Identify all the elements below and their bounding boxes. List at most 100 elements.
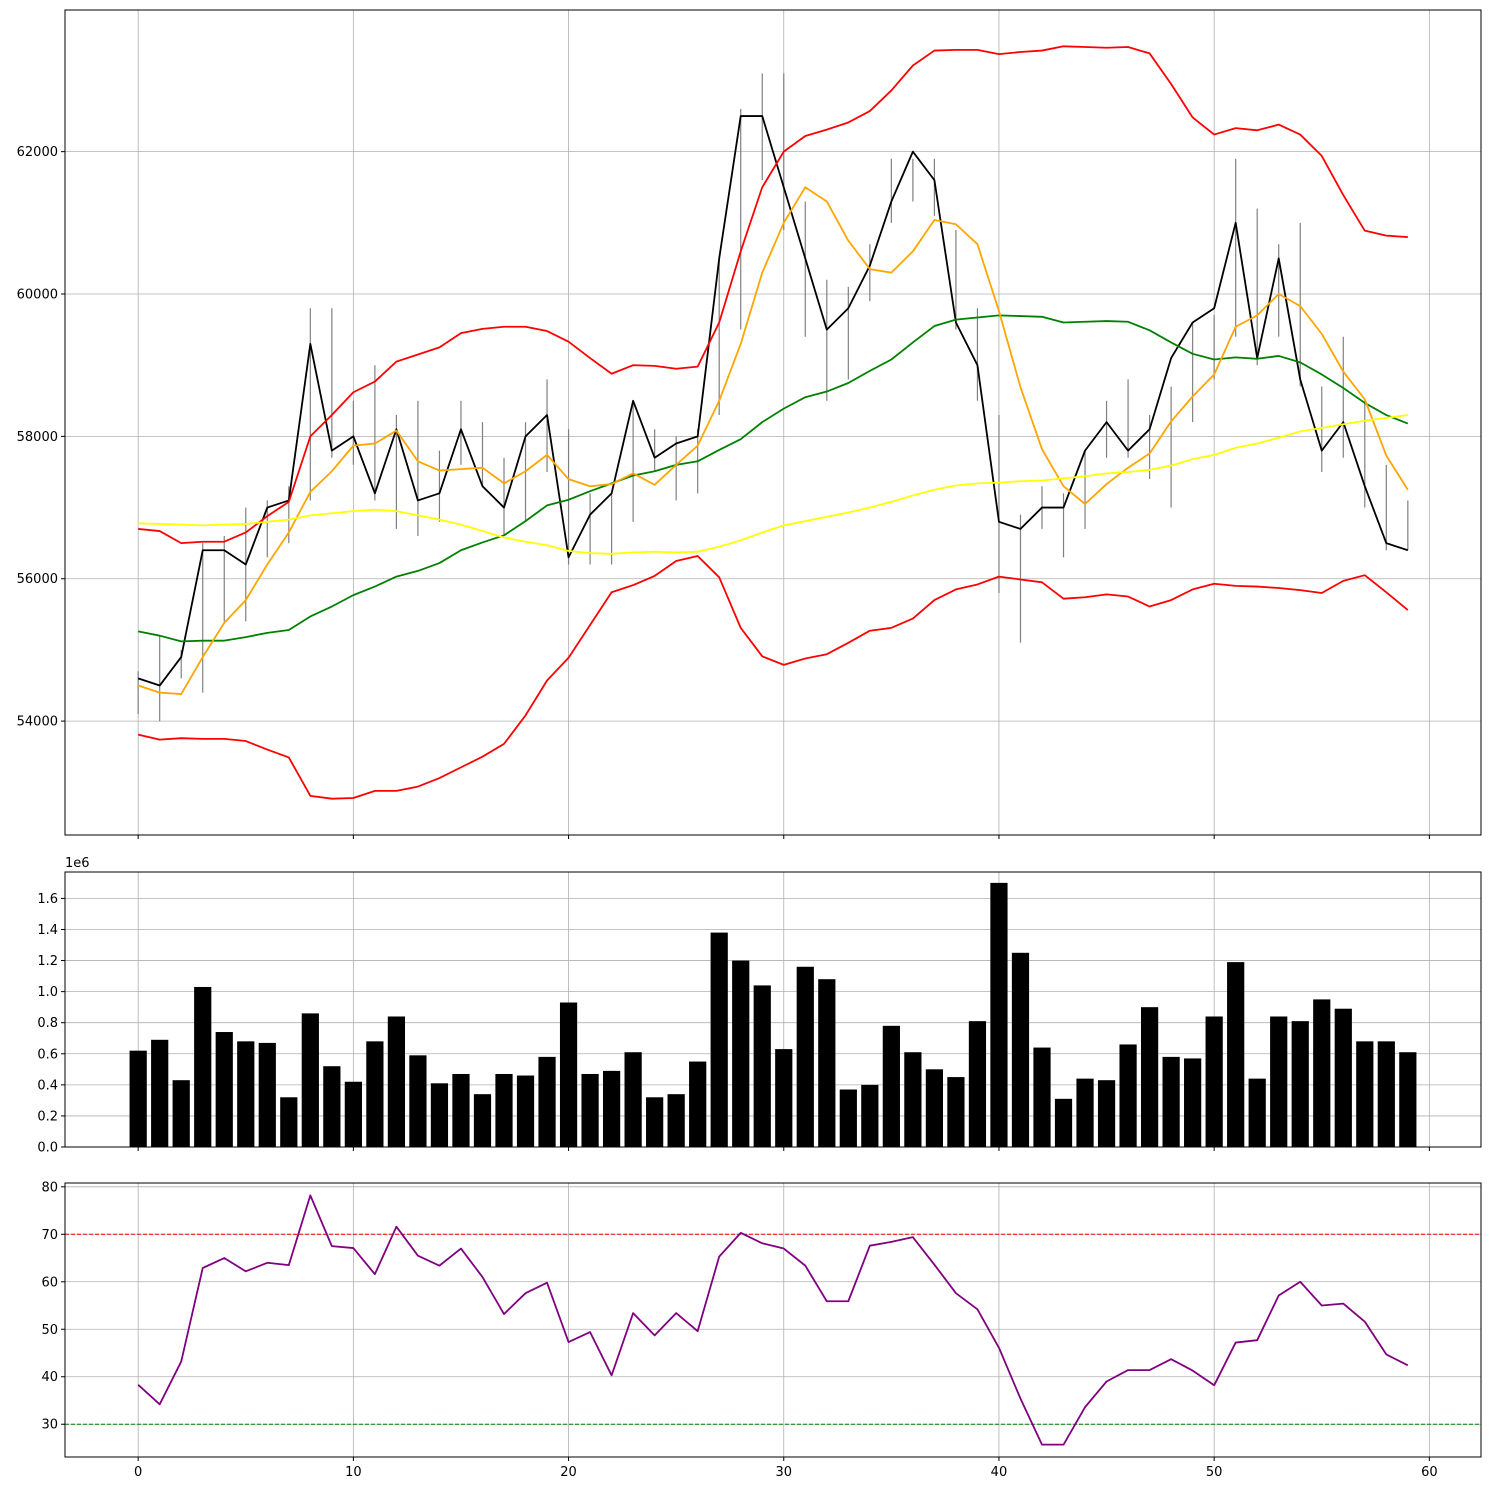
volume-bar [861, 1084, 879, 1147]
volume-bar [904, 1052, 922, 1147]
series-line-close [137, 115, 1409, 687]
axes-frame [64, 9, 1482, 836]
volume-bar [839, 1089, 857, 1147]
volume-bar [818, 979, 836, 1147]
axes-frame [64, 1182, 1482, 1458]
volume-bar [430, 1083, 449, 1147]
y-tick-label: 60 [41, 1275, 58, 1290]
volume-bar [775, 1049, 793, 1147]
volume-bar [1227, 962, 1245, 1147]
volume-scale-label: 1e6 [65, 856, 90, 871]
volume-bar [624, 1052, 642, 1147]
y-tick-label: 70 [41, 1228, 58, 1243]
volume-bar [151, 1039, 169, 1147]
volume-bar [1399, 1052, 1417, 1147]
y-tick-label: 58000 [17, 430, 58, 445]
volume-bar [409, 1055, 427, 1147]
volume-bar [559, 1002, 578, 1147]
volume-bar [602, 1070, 621, 1147]
volume-bar [947, 1077, 965, 1147]
volume-bar [538, 1056, 556, 1147]
volume-bar [215, 1032, 233, 1147]
y-tick-label: 54000 [17, 715, 58, 730]
y-tick-label: 0.2 [37, 1109, 58, 1124]
volume-bar [1356, 1041, 1374, 1147]
axes-frame [64, 871, 1482, 1148]
plot-area [137, 45, 1409, 800]
y-tick-label: 1.0 [37, 985, 58, 1000]
volume-bar [1313, 999, 1331, 1147]
plot-area [129, 882, 1417, 1147]
volume-bar [473, 1094, 492, 1147]
volume-bar [280, 1097, 298, 1147]
y-tick-label: 60000 [17, 288, 58, 303]
volume-bar [129, 1050, 147, 1147]
volume-bar [581, 1073, 599, 1147]
series-line-ema-long [138, 414, 1408, 555]
volume-bar [796, 966, 814, 1147]
series-line-ema-short [137, 186, 1409, 695]
y-tick-label: 0.8 [37, 1016, 58, 1031]
volume-bar [1248, 1078, 1266, 1147]
series-line-bb-lower [137, 555, 1409, 800]
volume-bar [667, 1094, 685, 1147]
volume-bar [710, 932, 728, 1147]
volume-bar [301, 1013, 319, 1147]
volume-bar [1119, 1044, 1137, 1147]
y-tick-label: 0.6 [37, 1047, 58, 1062]
volume-bar [1162, 1056, 1180, 1147]
x-tick-label: 10 [345, 1465, 362, 1480]
volume-bar [1011, 952, 1030, 1147]
volume-panel: 1e6 0.0 0.2 0.4 0.6 0.8 1.0 1.2 1.4 1.6 [37, 856, 1482, 1156]
volume-bar [194, 986, 212, 1147]
series-line-rsi [137, 1194, 1409, 1446]
volume-bar [1291, 1021, 1309, 1147]
volume-bar [1334, 1008, 1352, 1147]
volume-bar [1054, 1098, 1073, 1147]
x-tick-label: 40 [991, 1465, 1008, 1480]
volume-bar [732, 960, 750, 1147]
rsi-panel: 0 10 20 30 40 50 60 30 40 50 60 70 80 [41, 1180, 1482, 1480]
volume-bar [1076, 1078, 1094, 1147]
y-tick-label: 1.4 [37, 923, 58, 938]
y-tick-label: 30 [41, 1418, 58, 1433]
volume-bar [237, 1041, 255, 1147]
volume-bar [689, 1061, 707, 1147]
price-panel: 54000 56000 58000 60000 62000 [17, 9, 1482, 839]
volume-bar [1270, 1016, 1288, 1147]
volume-bar [925, 1069, 944, 1147]
y-tick-label: 1.2 [37, 954, 58, 969]
volume-bar [990, 882, 1008, 1147]
x-tick-label: 50 [1206, 1465, 1223, 1480]
volume-bar [516, 1075, 535, 1147]
series-line-bb-middle [137, 314, 1409, 643]
volume-bar [387, 1016, 406, 1147]
y-tick-label: 50 [41, 1323, 58, 1338]
volume-bar [1033, 1047, 1051, 1147]
volume-bar [258, 1042, 276, 1147]
volume-bar [172, 1080, 190, 1147]
x-tick-label: 30 [775, 1465, 792, 1480]
volume-bar [495, 1073, 513, 1147]
plot-area [65, 1194, 1481, 1446]
volume-bar [646, 1097, 664, 1147]
volume-bar [452, 1073, 470, 1147]
volume-bar [344, 1081, 362, 1147]
y-tick-label: 40 [41, 1370, 58, 1385]
x-tick-label: 0 [134, 1465, 142, 1480]
y-tick-label: 0.4 [37, 1078, 58, 1093]
y-tick-label: 80 [41, 1180, 58, 1195]
y-tick-label: 0.0 [37, 1141, 58, 1156]
volume-bar [1377, 1041, 1395, 1147]
volume-bar [968, 1021, 987, 1147]
volume-bar [753, 985, 771, 1147]
y-tick-label: 56000 [17, 572, 58, 587]
volume-bar [366, 1041, 384, 1147]
volume-bar [882, 1025, 900, 1147]
volume-bar [1184, 1058, 1202, 1147]
x-tick-label: 60 [1421, 1465, 1438, 1480]
y-tick-label: 1.6 [37, 892, 58, 907]
series-line-bb-upper [138, 45, 1408, 545]
x-tick-label: 20 [560, 1465, 577, 1480]
